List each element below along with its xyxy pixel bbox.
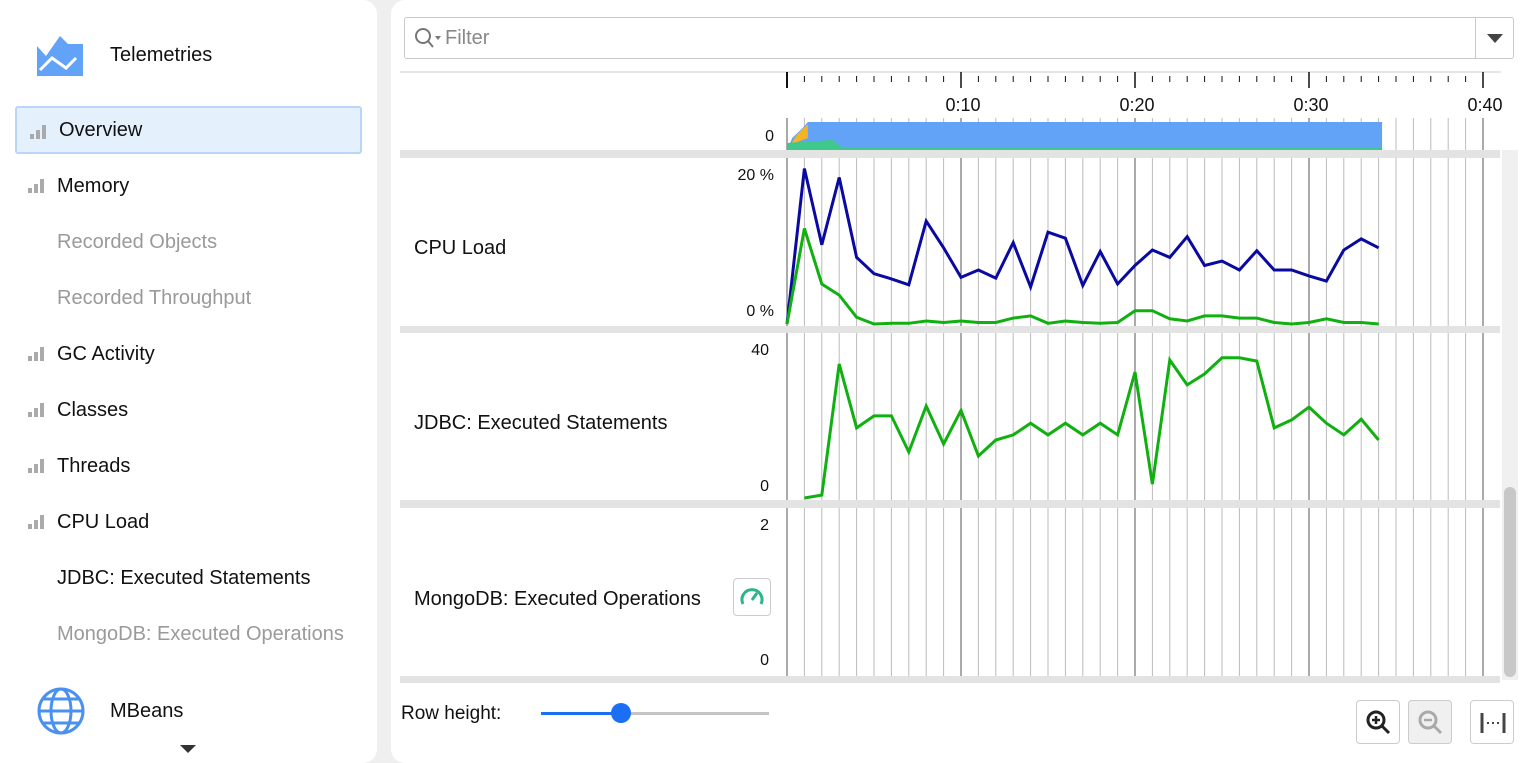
sidebar-header-mbeans[interactable]: MBeans xyxy=(36,686,183,736)
cpu-axis-max: 20 % xyxy=(737,167,774,184)
fit-width-button[interactable] xyxy=(1470,700,1514,744)
sidebar-item-label: Recorded Objects xyxy=(57,230,218,253)
scrollbar-thumb[interactable] xyxy=(1504,487,1516,677)
bar-chart-icon xyxy=(28,347,46,361)
time-tick-label: 0:30 xyxy=(1293,95,1328,115)
sidebar-footer-label: MBeans xyxy=(110,699,184,722)
jdbc-axis-max: 40 xyxy=(751,342,769,359)
filter-dropdown-button[interactable] xyxy=(1475,18,1513,58)
telemetry-chart: 0:10 0:20 0:30 0:40 xyxy=(400,71,1503,683)
bar-chart-icon xyxy=(28,179,46,193)
sidebar-item-cpu-load[interactable]: CPU Load xyxy=(15,498,362,546)
bar-chart-icon xyxy=(28,403,46,417)
cpu-axis-min: 0 % xyxy=(746,303,774,320)
zoom-out-icon xyxy=(1418,710,1443,735)
sidebar-item-jdbc-executed-statements[interactable]: JDBC: Executed Statements xyxy=(15,554,362,602)
sidebar-item-label: MongoDB: Executed Operations xyxy=(57,622,344,645)
vertical-scrollbar[interactable] xyxy=(1502,150,1518,680)
gauge-icon xyxy=(740,588,764,605)
sidebar-item-label: JDBC: Executed Statements xyxy=(57,566,311,589)
sidebar-item-threads[interactable]: Threads xyxy=(15,442,362,490)
sidebar-item-classes[interactable]: Classes xyxy=(15,386,362,434)
sidebar-item-gc-activity[interactable]: GC Activity xyxy=(15,330,362,378)
zoom-in-button[interactable] xyxy=(1356,700,1400,744)
cpu-cpu-2-line xyxy=(785,228,1379,326)
sidebar-item-label: Recorded Throughput xyxy=(57,286,252,309)
search-icon xyxy=(415,28,441,48)
sidebar-item-label: GC Activity xyxy=(57,342,155,365)
slider-thumb[interactable] xyxy=(610,703,631,723)
filter-input[interactable]: Filter xyxy=(404,17,1514,59)
overview-axis-min: 0 xyxy=(765,128,774,145)
row-separator xyxy=(400,150,1500,158)
sidebar-item-recorded-objects[interactable]: Recorded Objects xyxy=(15,218,362,266)
sidebar-item-overview[interactable]: Overview xyxy=(15,106,362,154)
row-height-slider[interactable] xyxy=(541,703,769,723)
jdbc-axis-min: 0 xyxy=(760,478,769,495)
time-tick-label: 0:10 xyxy=(945,95,980,115)
scroll-down-icon[interactable] xyxy=(180,745,196,753)
overview-area-green xyxy=(787,140,1383,150)
row-label-mongodb: MongoDB: Executed Operations xyxy=(414,588,701,610)
overview-area-blue xyxy=(787,122,1383,150)
main-panel: Filter 0:10 0:20 0:30 0:40 CPU Load JDBC: E… xyxy=(391,0,1526,763)
row-height-label: Row height: xyxy=(401,703,502,724)
telemetries-icon xyxy=(37,36,83,76)
row-separator xyxy=(400,676,1500,683)
bar-chart-icon xyxy=(30,125,48,139)
filter-placeholder: Filter xyxy=(445,26,490,49)
row-label-cpu-load: CPU Load xyxy=(414,237,507,259)
slider-fill xyxy=(541,712,621,715)
bar-chart-icon xyxy=(28,515,46,529)
mongodb-axis-min: 0 xyxy=(760,652,769,669)
sidebar-item-label: Overview xyxy=(59,118,143,141)
zoom-out-button[interactable] xyxy=(1408,700,1452,744)
mongodb-axis-max: 2 xyxy=(760,517,769,534)
cpu-cpu-1-line xyxy=(785,168,1380,325)
time-tick-label: 0:40 xyxy=(1467,95,1502,115)
row-separator xyxy=(400,326,1500,333)
row-label-jdbc: JDBC: Executed Statements xyxy=(414,412,668,434)
bar-chart-icon xyxy=(28,459,46,473)
sidebar-item-recorded-throughput[interactable]: Recorded Throughput xyxy=(15,274,362,322)
sidebar-item-label: Threads xyxy=(57,454,131,477)
fit-width-icon xyxy=(1480,713,1506,733)
sidebar-item-label: Memory xyxy=(57,174,130,197)
jdbc-statements-line xyxy=(804,356,1380,500)
sidebar-header-telemetries[interactable]: Telemetries xyxy=(36,32,212,78)
sidebar-item-memory[interactable]: Memory xyxy=(15,162,362,210)
row-separator xyxy=(400,500,1500,508)
mongodb-gauge-button[interactable] xyxy=(733,578,771,616)
sidebar-item-label: CPU Load xyxy=(57,510,150,533)
sidebar-header-label: Telemetries xyxy=(110,43,213,66)
sidebar-item-label: Classes xyxy=(57,398,129,421)
sidebar-item-mongodb-executed-operations[interactable]: MongoDB: Executed Operations xyxy=(15,610,362,658)
globe-icon xyxy=(37,687,85,735)
sidebar: Telemetries Overview Memory Recorded Objec… xyxy=(0,0,377,763)
zoom-in-icon xyxy=(1366,710,1391,735)
chevron-down-icon xyxy=(1486,33,1503,43)
time-tick-label: 0:20 xyxy=(1119,95,1154,115)
